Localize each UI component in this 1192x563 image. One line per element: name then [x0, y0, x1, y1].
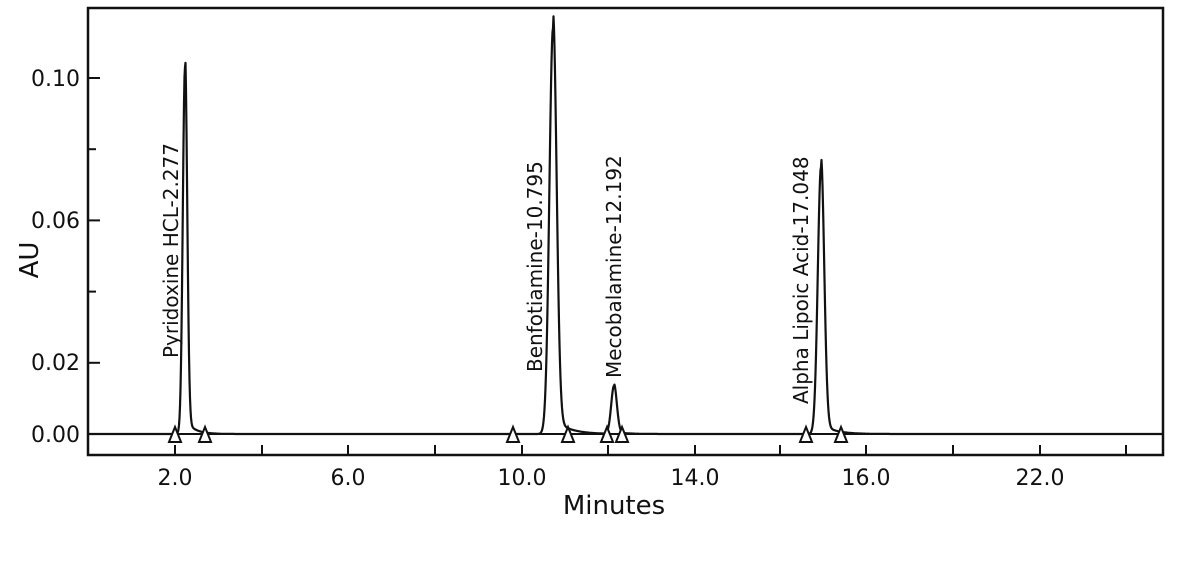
x-axis-ticks — [174, 445, 1127, 455]
y-tick-label-0-02: 0.02 — [31, 351, 80, 376]
x-axis-title: Minutes — [563, 491, 665, 521]
integration-marker-triangle — [197, 424, 213, 443]
y-tick-label-0-06: 0.06 — [31, 209, 80, 234]
y-axis-title: AU — [15, 242, 45, 279]
x-tick-label-22: 22.0 — [1016, 466, 1065, 491]
x-tick-label-16: 16.0 — [842, 466, 891, 491]
integration-marker-triangle — [167, 424, 183, 443]
peak-label-mecobalamine: Mecobalamine-12.192 — [602, 155, 626, 378]
x-tick-label-14: 14.0 — [671, 466, 720, 491]
x-tick-label-6: 6.0 — [331, 466, 366, 491]
integration-marker-triangle — [798, 424, 814, 443]
peak-label-pyridoxine: Pyridoxine HCL-2.277 — [159, 143, 183, 358]
peak-label-alpha-lipoic-acid: Alpha Lipoic Acid-17.048 — [789, 156, 813, 404]
peak-label-benfotiamine: Benfotiamine-10.795 — [523, 161, 547, 372]
x-tick-label-2: 2.0 — [158, 466, 193, 491]
y-tick-label-0-10: 0.10 — [31, 67, 80, 92]
integration-marker-triangle — [833, 424, 849, 443]
integration-marker-triangle — [614, 424, 630, 443]
integration-marker-triangle — [560, 424, 576, 443]
plot-frame — [86, 6, 1165, 457]
x-tick-label-10: 10.0 — [498, 466, 547, 491]
integration-marker-triangle — [599, 424, 615, 443]
integration-markers — [167, 424, 849, 443]
y-tick-label-0-00: 0.00 — [31, 423, 80, 448]
y-axis-ticks — [88, 77, 100, 435]
integration-marker-triangle — [505, 424, 521, 443]
